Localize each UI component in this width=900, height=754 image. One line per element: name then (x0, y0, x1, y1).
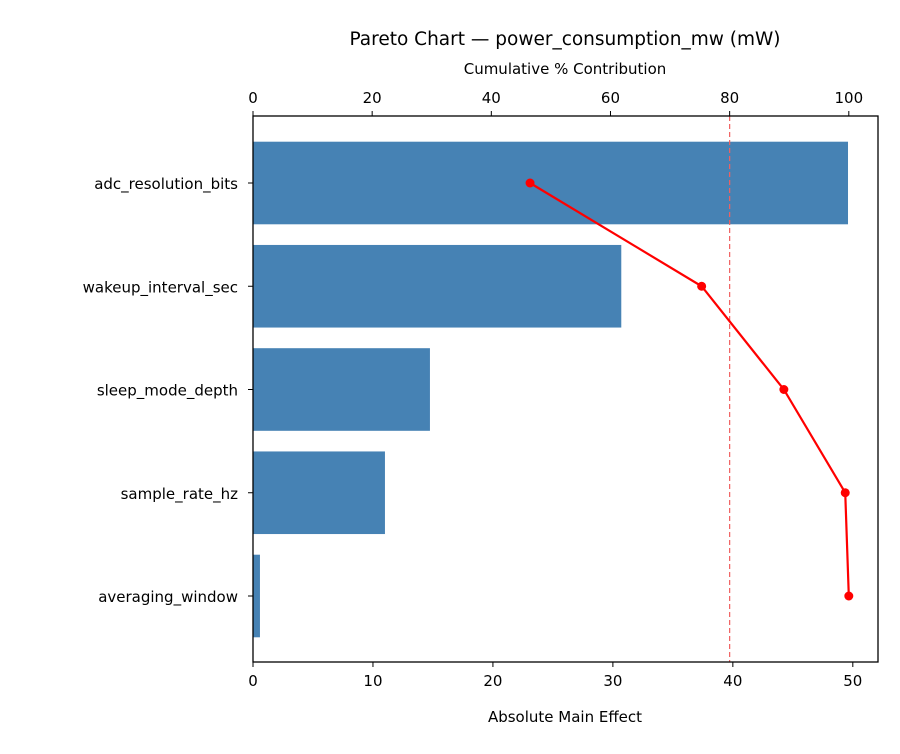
x2-tick-label: 100 (834, 89, 863, 107)
cumulative-point-averaging_window (844, 591, 854, 601)
bar-sample_rate_hz (253, 451, 385, 535)
x2-tick-label: 80 (720, 89, 739, 107)
bar-averaging_window (253, 554, 260, 638)
cumulative-point-sleep_mode_depth (779, 385, 789, 394)
x2-tick-label: 20 (363, 89, 382, 107)
bar-wakeup_interval_sec (253, 244, 622, 328)
top-axis-label: Cumulative % Contribution (464, 60, 667, 78)
y-tick-label: sleep_mode_depth (97, 382, 238, 401)
x2-tick-label: 0 (248, 89, 258, 107)
x-tick-label: 50 (843, 672, 862, 690)
y-tick-label: wakeup_interval_sec (83, 278, 238, 297)
x-tick-label: 30 (603, 672, 622, 690)
y-tick-label: averaging_window (98, 588, 238, 607)
x2-tick-label: 40 (482, 89, 501, 107)
bar-sleep_mode_depth (253, 348, 430, 431)
plot-frame (252, 115, 879, 663)
bar-adc_resolution_bits (253, 141, 849, 225)
cumulative-point-adc_resolution_bits (525, 178, 535, 188)
chart-title: Pareto Chart — power_consumption_mw (mW) (349, 29, 780, 50)
x-tick-label: 20 (483, 672, 502, 690)
x-tick-label: 10 (363, 672, 382, 690)
x2-tick-label: 60 (601, 89, 620, 107)
cumulative-point-sample_rate_hz (840, 488, 850, 498)
cumulative-point-wakeup_interval_sec (697, 281, 707, 291)
x-tick-label: 0 (248, 672, 258, 690)
y-tick-label: adc_resolution_bits (94, 175, 238, 194)
x-tick-label: 40 (723, 672, 742, 690)
y-tick-label: sample_rate_hz (121, 485, 239, 504)
x-axis-label: Absolute Main Effect (488, 708, 642, 726)
